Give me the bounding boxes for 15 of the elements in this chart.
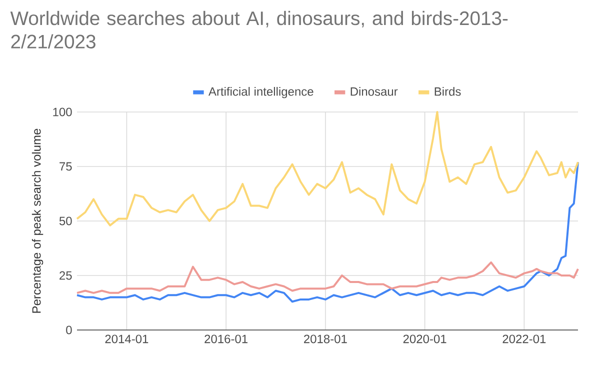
legend-label: Dinosaur — [350, 86, 398, 96]
x-tick-label: 2022-01 — [502, 334, 546, 344]
x-tick-label: 2014-01 — [105, 334, 148, 344]
y-tick-label: 0 — [66, 326, 72, 334]
x-tick-label: 2020-01 — [403, 334, 446, 344]
legend-label: Artificial intelligence — [208, 86, 314, 98]
legend-label: Birds — [434, 86, 461, 96]
y-tick-label: 25 — [60, 271, 72, 280]
y-tick-label: 50 — [59, 216, 72, 226]
y-tick-label: 100 — [53, 108, 72, 116]
y-tick-label: 75 — [60, 162, 72, 171]
x-tick-label: 2016-01 — [204, 334, 248, 344]
y-axis-title: Percentage of peak search volume — [32, 128, 44, 313]
x-tick-label: 2018-01 — [304, 334, 347, 344]
chart-title: Worldwide searches about AI, dinosaurs, and birds-2013-2/21/2023 — [10, 10, 508, 48]
